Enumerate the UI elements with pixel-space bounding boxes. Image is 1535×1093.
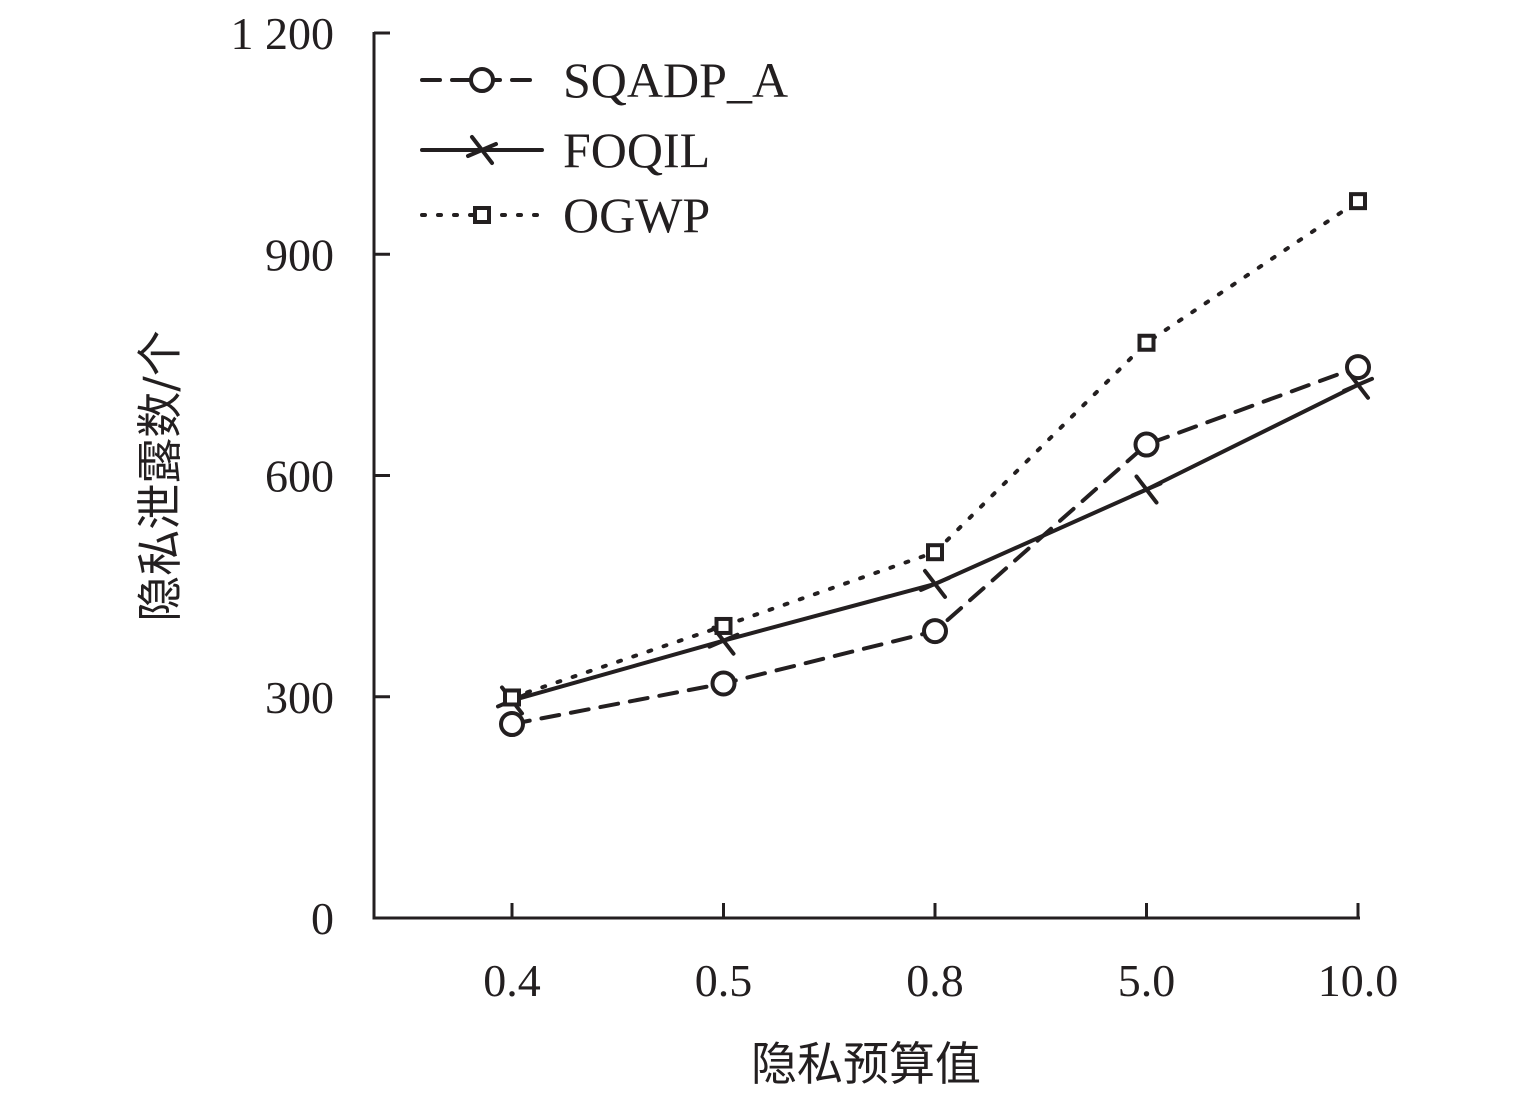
legend: SQADP_A FOQIL OGWP — [420, 52, 788, 243]
data-point-circle — [499, 711, 525, 738]
legend-item: OGWP — [420, 187, 710, 243]
x-tick-label: 0.4 — [483, 955, 541, 1006]
x-ticks: 0.4 0.5 0.8 5.0 10.0 — [483, 903, 1398, 1006]
legend-item: FOQIL — [420, 122, 710, 178]
y-tick-label: 0 — [311, 893, 334, 944]
x-tick-label: 10.0 — [1318, 955, 1399, 1006]
y-axis-title: 隐私泄露数/个 — [133, 330, 187, 622]
data-point-square — [714, 616, 733, 635]
data-point-x — [1342, 369, 1374, 400]
x-axis-title: 隐私预算值 — [751, 1037, 981, 1091]
data-point-square — [926, 543, 944, 562]
data-point-square — [1349, 192, 1367, 211]
data-point-x — [919, 568, 951, 599]
data-point-circle — [1345, 354, 1371, 381]
series-sqadp-a — [499, 354, 1371, 738]
series-ogwp — [503, 192, 1367, 707]
series-line — [510, 382, 1360, 703]
x-tick-label: 5.0 — [1118, 955, 1176, 1006]
y-tick-label: 600 — [265, 451, 334, 502]
data-point-square — [503, 688, 521, 707]
legend-marker-square — [473, 206, 491, 224]
legend-item: SQADP_A — [420, 52, 788, 108]
legend-label: FOQIL — [563, 122, 710, 178]
data-point-square — [1137, 333, 1156, 352]
data-point-circle — [922, 618, 948, 645]
x-tick-label: 0.8 — [906, 955, 964, 1006]
y-tick-label: 300 — [265, 672, 334, 723]
data-point-circle — [1133, 431, 1160, 458]
y-tick-label: 1 200 — [231, 8, 335, 59]
data-point-x — [1130, 474, 1163, 505]
legend-label: OGWP — [563, 187, 710, 243]
series-group — [496, 192, 1374, 738]
legend-label: SQADP_A — [563, 52, 788, 108]
legend-marker-x — [466, 135, 498, 165]
axes — [372, 32, 1360, 920]
y-ticks: 0 300 600 900 1 200 — [231, 8, 390, 944]
x-tick-label: 0.5 — [695, 955, 753, 1006]
y-tick-label: 900 — [265, 229, 334, 280]
series-foqil — [496, 369, 1374, 716]
legend-marker-circle — [469, 67, 495, 93]
data-point-circle — [710, 670, 737, 697]
